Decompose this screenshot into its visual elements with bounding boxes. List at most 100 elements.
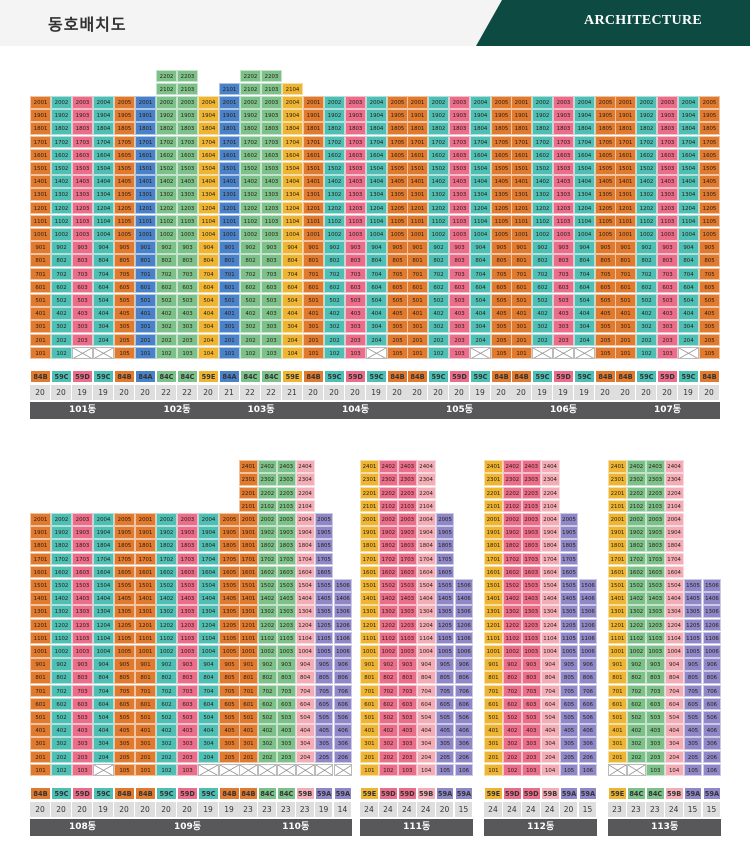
- unit-cell: 2402: [502, 460, 522, 473]
- unit-cell: 2102: [156, 82, 177, 96]
- unit-count: 15: [578, 802, 598, 817]
- unit-cell: 1903: [521, 526, 541, 539]
- unit-cell: 2301: [484, 473, 503, 486]
- unit-cell: 501: [135, 711, 156, 724]
- unit-cell: 1503: [345, 162, 366, 175]
- unit-cell: 2003: [645, 513, 665, 526]
- unit-cell: 1303: [553, 188, 574, 201]
- building-label[interactable]: 111동: [360, 819, 474, 836]
- unit-cell: 503: [261, 294, 282, 307]
- unit-cell: 505: [559, 711, 579, 724]
- unit-cell: 203: [261, 333, 282, 347]
- unit-cell: 401: [135, 724, 156, 737]
- unit-cell: 1304: [366, 188, 387, 201]
- building-label[interactable]: 106동: [511, 402, 616, 419]
- unit-cell: 604: [93, 697, 114, 711]
- building-label[interactable]: 108동: [30, 819, 135, 836]
- unit-cell: 301: [615, 320, 636, 333]
- building-label[interactable]: 109동: [135, 819, 240, 836]
- unit-cell: 602: [51, 280, 72, 294]
- unit-cell: 506: [578, 711, 598, 724]
- unit-cell: 2001: [135, 96, 156, 109]
- unit-cell: 2005: [699, 96, 720, 109]
- unit-count: 20: [595, 385, 616, 400]
- vacant-unit-cell: [198, 763, 219, 777]
- unit-cell: 1501: [360, 579, 379, 592]
- unit-cell: 503: [521, 711, 541, 724]
- unit-cell: 601: [608, 697, 627, 711]
- unit-cell: 1202: [626, 618, 646, 632]
- building-label[interactable]: 107동: [615, 402, 720, 419]
- unit-cell: 1904: [664, 526, 684, 539]
- unit-cell: 1902: [636, 109, 657, 122]
- unit-cell: 1003: [177, 228, 198, 241]
- unit-cell: 2404: [664, 460, 684, 473]
- unit-type-badge: 84C: [240, 370, 261, 383]
- building-label[interactable]: 102동: [135, 402, 219, 419]
- unit-cell: 601: [615, 280, 636, 294]
- unit-cell: 1801: [407, 122, 428, 135]
- unit-cell: 1502: [378, 579, 398, 592]
- unit-cell: 1501: [407, 162, 428, 175]
- unit-cell: 101: [511, 346, 532, 360]
- unit-cell: 603: [645, 697, 665, 711]
- unit-cell: 601: [30, 280, 51, 294]
- unit-count: 20: [559, 802, 579, 817]
- building-label[interactable]: 103동: [219, 402, 303, 419]
- unit-cell: 2102: [626, 499, 646, 513]
- unit-cell: 2002: [502, 513, 522, 526]
- unit-cell: 1705: [595, 135, 616, 149]
- unit-cell: 305: [435, 737, 455, 750]
- unit-cell: 305: [114, 320, 135, 333]
- unit-cell: 102: [240, 346, 261, 360]
- unit-cell: 2004: [93, 513, 114, 526]
- unit-cell: 1101: [511, 214, 532, 228]
- unit-cell: 105: [114, 763, 135, 777]
- building-label[interactable]: 104동: [303, 402, 408, 419]
- unit-cell: 1201: [407, 201, 428, 215]
- unit-cell: 703: [177, 684, 198, 698]
- unit-cell: 205: [595, 333, 616, 347]
- unit-cell: 1403: [645, 592, 665, 605]
- unit-cell: 1703: [72, 552, 93, 566]
- unit-cell: 102: [156, 346, 177, 360]
- unit-type-badge: 59C: [156, 787, 177, 800]
- unit-cell: 1804: [664, 539, 684, 552]
- unit-cell: 1205: [435, 618, 455, 632]
- unit-cell: 1305: [435, 605, 455, 618]
- unit-cell: 1802: [502, 539, 522, 552]
- building-label[interactable]: 113동: [608, 819, 722, 836]
- unit-cell: 1302: [51, 605, 72, 618]
- unit-cell: 1004: [198, 645, 219, 658]
- unit-cell: 602: [428, 280, 449, 294]
- unit-cell: 1303: [276, 605, 296, 618]
- unit-cell: 202: [626, 750, 646, 764]
- unit-cell: 2005: [114, 513, 135, 526]
- building-label[interactable]: 110동: [239, 819, 353, 836]
- unit-cell: 1206: [333, 618, 353, 632]
- unit-cell: 905: [491, 241, 512, 254]
- unit-cell: 1502: [626, 579, 646, 592]
- unit-cell: 704: [664, 684, 684, 698]
- unit-cell: 1903: [645, 526, 665, 539]
- unit-type-badge: 59B: [664, 787, 684, 800]
- unit-cell: 205: [435, 750, 455, 764]
- unit-cell: 1605: [314, 565, 334, 579]
- building-label[interactable]: 101동: [30, 402, 135, 419]
- vacant-unit-cell: [333, 763, 353, 777]
- unit-cell: 1302: [532, 188, 553, 201]
- unit-cell: 1001: [303, 228, 324, 241]
- building-label[interactable]: 105동: [407, 402, 512, 419]
- unit-cell: 1702: [378, 552, 398, 566]
- unit-cell: 602: [324, 280, 345, 294]
- unit-cell: 905: [314, 658, 334, 671]
- unit-cell: 1701: [407, 135, 428, 149]
- unit-cell: 2104: [540, 499, 560, 513]
- unit-cell: 2102: [378, 499, 398, 513]
- unit-cell: 1301: [608, 605, 627, 618]
- unit-cell: 504: [470, 294, 491, 307]
- building-label[interactable]: 112동: [484, 819, 598, 836]
- unit-cell: 1102: [428, 214, 449, 228]
- unit-cell: 1204: [540, 618, 560, 632]
- unit-cell: 906: [454, 658, 474, 671]
